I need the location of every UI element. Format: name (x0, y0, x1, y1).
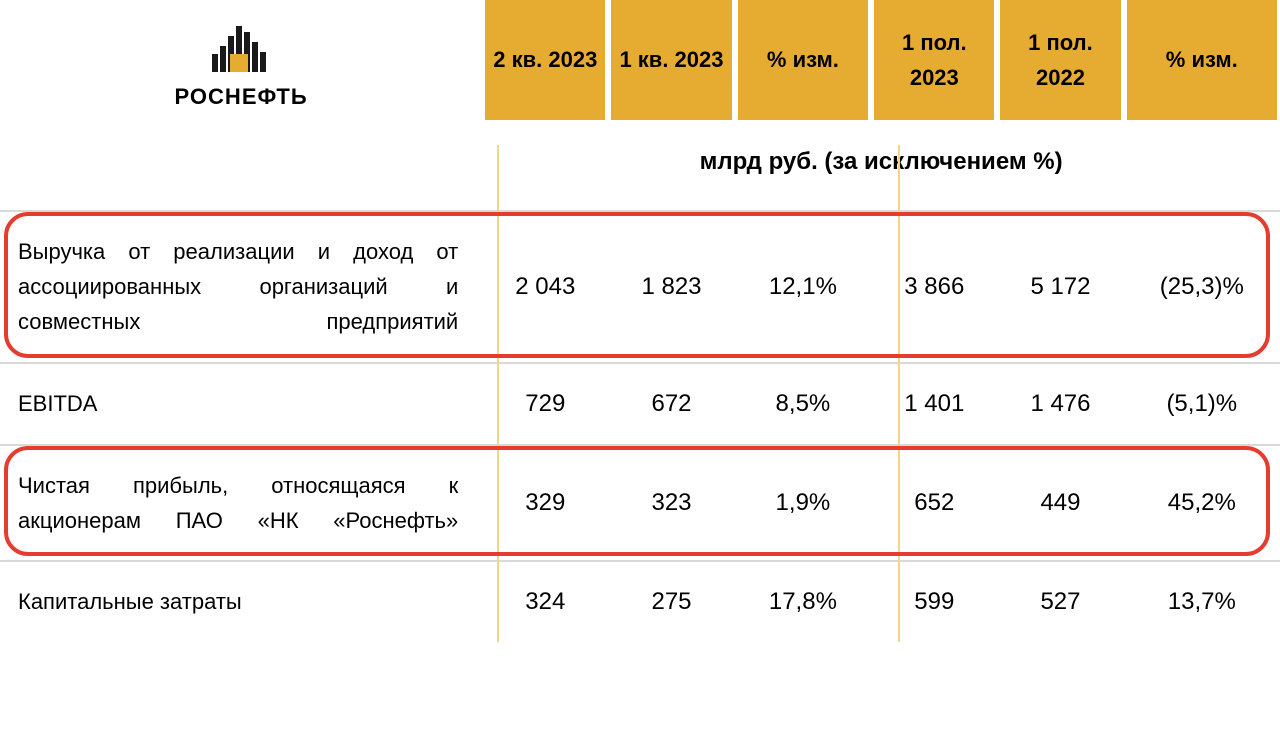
units-row: млрд руб. (за исключением %) (0, 120, 1280, 210)
row-label-ebitda: EBITDA (0, 362, 482, 444)
cell: 17,8% (735, 560, 872, 642)
financial-table: РОСНЕФТЬ 2 кв. 2023 1 кв. 2023 % изм. 1 … (0, 0, 1280, 642)
cell: 5 172 (997, 210, 1123, 362)
cell: 324 (482, 560, 608, 642)
col-header-q1-2023: 1 кв. 2023 (608, 0, 734, 120)
col-header-h1-2023: 1 пол. 2023 (871, 0, 997, 120)
cell: 599 (871, 560, 997, 642)
cell: 2 043 (482, 210, 608, 362)
table-row: EBITDA 729 672 8,5% 1 401 1 476 (5,1)% (0, 362, 1280, 444)
cell: 12,1% (735, 210, 872, 362)
cell: 3 866 (871, 210, 997, 362)
col-header-q2-2023: 2 кв. 2023 (482, 0, 608, 120)
cell: 729 (482, 362, 608, 444)
row-label-capex: Капитальные затраты (0, 560, 482, 642)
table-row: Чистая прибыль, относящаяся к акционерам… (0, 444, 1280, 560)
logo-icon (202, 20, 280, 78)
cell: 672 (608, 362, 734, 444)
cell: 652 (871, 444, 997, 560)
row-label-revenue: Выручка от реализации и доход от ассоции… (0, 210, 482, 362)
logo-cell: РОСНЕФТЬ (0, 0, 482, 120)
cell: 323 (608, 444, 734, 560)
table-row: Капитальные затраты 324 275 17,8% 599 52… (0, 560, 1280, 642)
cell: 1 476 (997, 362, 1123, 444)
cell: 8,5% (735, 362, 872, 444)
row-label-net-income: Чистая прибыль, относящаяся к акционерам… (0, 444, 482, 560)
col-header-pct-change-2: % изм. (1124, 0, 1280, 120)
table-row: Выручка от реализации и доход от ассоции… (0, 210, 1280, 362)
rosneft-logo: РОСНЕФТЬ (175, 20, 308, 110)
col-header-pct-change-1: % изм. (735, 0, 872, 120)
cell: 1 823 (608, 210, 734, 362)
cell: 1,9% (735, 444, 872, 560)
cell: (25,3)% (1124, 210, 1280, 362)
cell: 45,2% (1124, 444, 1280, 560)
cell: 1 401 (871, 362, 997, 444)
cell: 275 (608, 560, 734, 642)
logo-text: РОСНЕФТЬ (175, 84, 308, 110)
units-label: млрд руб. (за исключением %) (482, 120, 1280, 210)
col-header-h1-2022: 1 пол. 2022 (997, 0, 1123, 120)
cell: 527 (997, 560, 1123, 642)
cell: (5,1)% (1124, 362, 1280, 444)
financial-table-container: РОСНЕФТЬ 2 кв. 2023 1 кв. 2023 % изм. 1 … (0, 0, 1280, 642)
header-row: РОСНЕФТЬ 2 кв. 2023 1 кв. 2023 % изм. 1 … (0, 0, 1280, 120)
cell: 329 (482, 444, 608, 560)
cell: 13,7% (1124, 560, 1280, 642)
cell: 449 (997, 444, 1123, 560)
